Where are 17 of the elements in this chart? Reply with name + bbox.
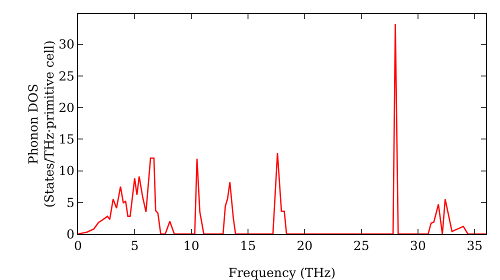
x-tick-label: 35	[466, 238, 483, 253]
x-tick-label: 20	[296, 238, 313, 253]
y-tick-label: 10	[58, 163, 75, 178]
y-axis-title: Phonon DOS (States/THz·primitive cell)	[25, 40, 57, 208]
y-tick-label: 5	[66, 194, 74, 210]
y-tick-label: 25	[58, 68, 74, 84]
x-tick-label: 5	[130, 238, 139, 253]
y-tick-label: 20	[58, 100, 75, 115]
x-tick-label: 15	[240, 238, 256, 253]
x-axis-title: Frequency (THz)	[228, 265, 336, 280]
x-tick-label: 30	[410, 238, 426, 253]
x-tick-label: 25	[353, 238, 370, 253]
y-tick-label: 15	[58, 132, 74, 147]
line-series	[78, 23, 486, 234]
y-tick-label: 30	[58, 36, 75, 52]
x-tick-label: 10	[183, 238, 200, 253]
y-tick-label: 0	[66, 226, 75, 242]
